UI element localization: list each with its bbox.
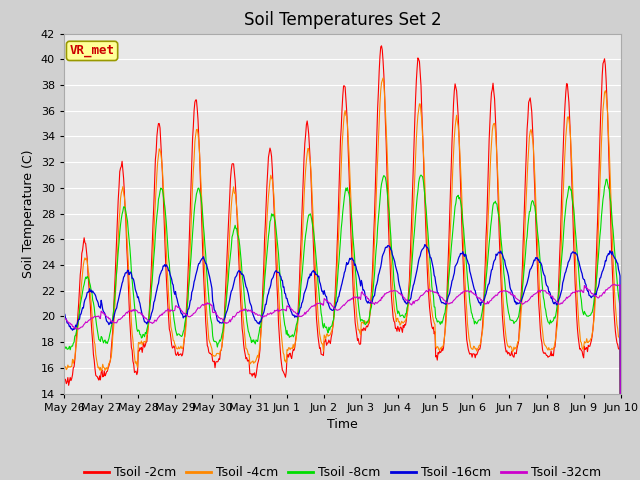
Line: Tsoil -4cm: Tsoil -4cm <box>64 78 621 480</box>
Tsoil -2cm <box>70 364 78 370</box>
Tsoil -4cm <box>127 320 135 325</box>
Y-axis label: Soil Temperature (C): Soil Temperature (C) <box>22 149 35 278</box>
X-axis label: Time: Time <box>327 418 358 431</box>
Tsoil -32cm <box>410 300 418 306</box>
Tsoil -8cm <box>60 344 68 350</box>
Tsoil -16cm <box>428 255 435 261</box>
Tsoil -4cm <box>411 173 419 179</box>
Line: Tsoil -32cm: Tsoil -32cm <box>64 284 621 480</box>
Tsoil -4cm <box>214 350 221 356</box>
Tsoil -4cm <box>380 75 387 81</box>
Tsoil -4cm <box>184 295 192 301</box>
Tsoil -4cm <box>70 357 78 362</box>
Tsoil -8cm <box>184 296 192 302</box>
Tsoil -2cm <box>428 319 435 325</box>
Tsoil -16cm <box>421 241 429 247</box>
Title: Soil Temperatures Set 2: Soil Temperatures Set 2 <box>244 11 441 29</box>
Tsoil -2cm <box>127 345 135 350</box>
Tsoil -4cm <box>60 363 68 369</box>
Tsoil -32cm <box>184 313 192 319</box>
Tsoil -8cm <box>428 271 435 276</box>
Tsoil -2cm <box>184 275 192 281</box>
Tsoil -32cm <box>611 281 618 287</box>
Tsoil -2cm <box>378 43 385 48</box>
Tsoil -16cm <box>410 281 418 287</box>
Tsoil -16cm <box>60 311 68 317</box>
Tsoil -8cm <box>127 268 135 274</box>
Tsoil -2cm <box>411 117 419 123</box>
Tsoil -16cm <box>70 326 78 332</box>
Tsoil -32cm <box>60 314 68 320</box>
Tsoil -32cm <box>426 288 434 294</box>
Tsoil -2cm <box>60 380 68 386</box>
Tsoil -32cm <box>70 325 78 331</box>
Tsoil -8cm <box>417 172 425 178</box>
Tsoil -4cm <box>428 302 435 308</box>
Line: Tsoil -16cm: Tsoil -16cm <box>64 244 621 480</box>
Tsoil -32cm <box>127 309 135 314</box>
Tsoil -16cm <box>184 306 192 312</box>
Legend: Tsoil -2cm, Tsoil -4cm, Tsoil -8cm, Tsoil -16cm, Tsoil -32cm: Tsoil -2cm, Tsoil -4cm, Tsoil -8cm, Tsoi… <box>79 461 606 480</box>
Tsoil -32cm <box>214 312 221 318</box>
Tsoil -16cm <box>127 271 135 277</box>
Line: Tsoil -8cm: Tsoil -8cm <box>64 175 621 480</box>
Tsoil -16cm <box>214 317 221 323</box>
Tsoil -2cm <box>214 359 221 365</box>
Text: VR_met: VR_met <box>70 44 115 58</box>
Tsoil -8cm <box>214 344 221 350</box>
Line: Tsoil -2cm: Tsoil -2cm <box>64 46 621 480</box>
Tsoil -8cm <box>70 339 78 345</box>
Tsoil -8cm <box>410 233 418 239</box>
